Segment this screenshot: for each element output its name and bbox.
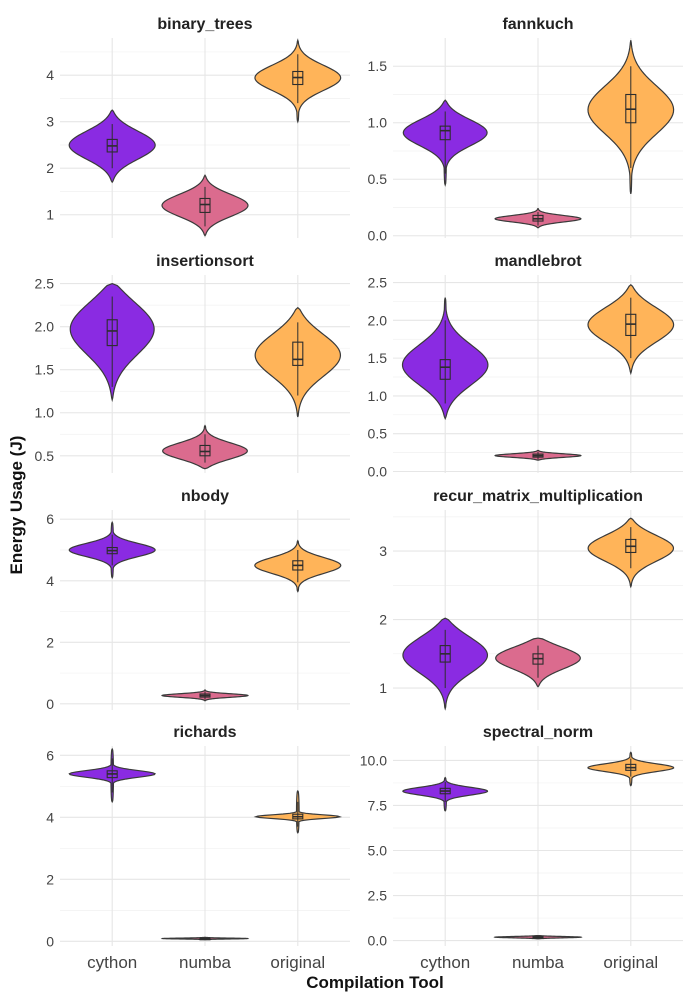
- y-tick-label: 6: [46, 511, 54, 527]
- panel-mandlebrot: 0.0 0.5 1.0 1.5 2.0 2.5 mandlebrot: [368, 253, 683, 479]
- panel-title: spectral_norm: [483, 724, 593, 741]
- y-tick-label: 0.5: [368, 171, 388, 187]
- y-tick-label: 7.5: [368, 797, 388, 813]
- y-tick-label: 1.0: [368, 115, 388, 131]
- y-tick-label: 4: [46, 573, 54, 589]
- y-tick-label: 1: [379, 680, 387, 696]
- y-tick-label: 4: [46, 809, 54, 825]
- y-tick-label: 2: [46, 160, 54, 176]
- x-axis-title: Compilation Tool: [306, 973, 444, 992]
- y-tick-label: 0.5: [35, 448, 55, 464]
- y-tick-label: 2: [46, 634, 54, 650]
- y-tick-label: 0.0: [368, 228, 388, 244]
- y-tick-label: 1: [46, 207, 54, 223]
- y-tick-label: 0.0: [368, 933, 388, 949]
- box-fannkuch-cython: [439, 125, 451, 141]
- y-tick-label: 2: [379, 612, 387, 628]
- y-axis-title: Energy Usage (J): [7, 436, 26, 575]
- panel-title: binary_trees: [157, 16, 252, 33]
- y-tick-label: 1.5: [35, 362, 55, 378]
- x-tick-label-original: original: [603, 953, 658, 972]
- box-insertionsort-numba: [199, 444, 211, 457]
- y-tick-label: 3: [379, 543, 387, 559]
- y-tick-label: 5.0: [368, 843, 388, 859]
- y-tick-label: 1.0: [368, 388, 388, 404]
- panel-binary-trees: 1 2 3 4 binary_trees: [46, 16, 350, 238]
- box-mandlebrot-cython: [439, 359, 451, 380]
- y-tick-label: 1.5: [368, 350, 388, 366]
- y-tick-label: 2.5: [368, 888, 388, 904]
- y-tick-label: 10.0: [360, 752, 387, 768]
- panel-title: nbody: [181, 488, 229, 505]
- y-tick-label: 0.5: [368, 426, 388, 442]
- y-tick-label: 1.0: [35, 405, 55, 421]
- panel-title: insertionsort: [156, 253, 254, 270]
- y-tick-label: 2.0: [35, 319, 55, 335]
- panel-insertionsort: 0.5 1.0 1.5 2.0 2.5 insertionsort: [35, 253, 350, 473]
- box-binary-trees-numba: [199, 197, 211, 213]
- y-tick-label: 2.5: [35, 276, 55, 292]
- y-tick-label: 0: [46, 933, 54, 949]
- panel-recur-matrix-multiplication: 1 2 3 recur_matrix_multiplication: [379, 488, 683, 711]
- y-tick-label: 2.0: [368, 312, 388, 328]
- y-tick-label: 0: [46, 696, 54, 712]
- x-tick-label-cython: cython: [420, 953, 470, 972]
- x-tick-label-original: original: [270, 953, 325, 972]
- y-tick-label: 4: [46, 67, 54, 83]
- y-tick-label: 6: [46, 747, 54, 763]
- y-tick-label: 2.5: [368, 275, 388, 291]
- x-tick-label-cython: cython: [87, 953, 137, 972]
- x-tick-label-numba: numba: [179, 953, 232, 972]
- x-tick-label-numba: numba: [512, 953, 565, 972]
- panel-title: recur_matrix_multiplication: [433, 488, 643, 505]
- panel-nbody: 0 2 4 6 nbody: [46, 488, 350, 712]
- y-tick-label: 1.5: [368, 58, 388, 74]
- panel-title: richards: [173, 724, 236, 741]
- box-insertionsort-original: [292, 341, 304, 366]
- panel-title: fannkuch: [502, 16, 573, 33]
- y-tick-label: 2: [46, 871, 54, 887]
- y-tick-label: 0.0: [368, 463, 388, 479]
- panel-richards: 0 2 4 6 richards cython numba original: [46, 724, 350, 972]
- panel-fannkuch: 0.0 0.5 1.0 1.5 fannkuch: [368, 16, 683, 244]
- box-insertionsort-cython: [106, 319, 118, 347]
- y-tick-label: 3: [46, 114, 54, 130]
- panel-title: mandlebrot: [494, 253, 582, 270]
